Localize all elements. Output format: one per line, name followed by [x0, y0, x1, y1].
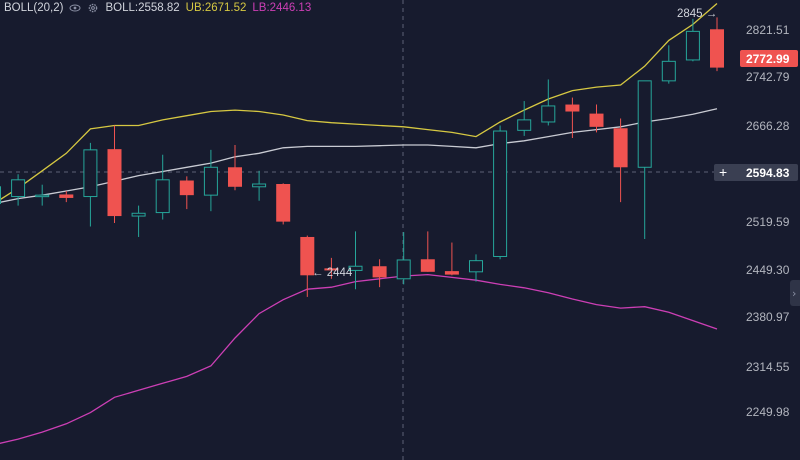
candle-body — [637, 80, 652, 168]
candle-body — [685, 30, 700, 61]
candle-body — [11, 179, 26, 198]
y-tick-label: 2519.59 — [746, 215, 790, 229]
boll-value: 2558.82 — [138, 2, 180, 14]
y-tick-label: 2666.28 — [746, 119, 790, 133]
candle — [613, 118, 628, 203]
candle-body — [469, 260, 483, 273]
boll-label: BOLL: — [105, 2, 139, 14]
candle-body — [107, 149, 122, 217]
candle — [179, 176, 194, 210]
candle-body — [444, 271, 459, 275]
candle — [59, 190, 74, 203]
gear-icon[interactable] — [87, 2, 99, 14]
candle-body — [541, 105, 556, 123]
lb-value: 2446.13 — [269, 2, 312, 14]
y-tick-label: 2380.97 — [746, 310, 790, 324]
y-tick-label: 2314.55 — [746, 360, 790, 374]
candle-body — [0, 186, 1, 205]
candle — [685, 18, 700, 62]
candle — [228, 144, 242, 191]
candle-body — [589, 113, 604, 127]
candle — [589, 104, 604, 133]
candle — [420, 231, 435, 272]
candle-body — [661, 60, 676, 82]
ub-value: 2671.52 — [204, 2, 247, 14]
candle — [396, 232, 411, 285]
lb-label: LB: — [252, 2, 270, 14]
chevron-right-icon[interactable]: › — [792, 287, 796, 300]
candle — [710, 17, 724, 72]
candle-body — [300, 236, 315, 276]
candle-body — [276, 184, 291, 222]
y-tick-label: 2742.79 — [746, 70, 790, 84]
candle-body — [228, 167, 242, 187]
candle-body — [493, 130, 508, 257]
candle-body — [35, 194, 50, 198]
candle — [565, 97, 580, 138]
scroll-handle[interactable]: › — [790, 280, 800, 306]
candle — [11, 174, 26, 206]
candle-body — [179, 180, 194, 196]
candle — [83, 142, 98, 227]
candle-body — [710, 29, 724, 68]
price-axis: 2821.51 2742.79 2666.28 2519.59 2449.30 … — [746, 23, 790, 419]
candle-body — [420, 259, 435, 272]
candle — [300, 235, 315, 297]
candle — [155, 154, 170, 220]
annotation-high: 2845 → — [677, 8, 717, 20]
y-tick-label: 2821.51 — [746, 23, 790, 37]
last-price-tag: 2772.99 — [740, 50, 798, 67]
last-price-label: 2772.99 — [746, 52, 790, 66]
indicator-legend: BOLL(20,2) BOLL:2558.82 UB:2671.52 LB:24… — [4, 0, 311, 16]
y-tick-label: 2449.30 — [746, 263, 790, 277]
candles — [0, 17, 724, 297]
candle — [493, 125, 508, 260]
crosshair-price-tag[interactable]: + 2594.83 — [714, 164, 798, 181]
candle — [661, 45, 676, 84]
candle-body — [613, 128, 628, 168]
candle-body — [131, 212, 146, 217]
candle-body — [252, 183, 267, 188]
candle-body — [83, 149, 98, 198]
candle — [131, 205, 146, 237]
candle-body — [348, 265, 363, 271]
candle — [469, 254, 483, 282]
y-tick-label: 2249.98 — [746, 405, 790, 419]
candle — [35, 184, 50, 206]
candle-body — [155, 179, 170, 214]
crosshair-plus-icon[interactable]: + — [719, 164, 727, 180]
candle — [0, 186, 1, 205]
candle-body — [517, 119, 532, 131]
candle-body — [396, 259, 411, 280]
candle — [348, 231, 363, 290]
candle — [637, 80, 652, 240]
candle-body — [324, 268, 339, 271]
candle-body — [59, 194, 74, 198]
candle — [541, 79, 556, 126]
candle — [517, 101, 532, 136]
ub-label: UB: — [185, 2, 205, 14]
candle — [444, 242, 459, 276]
crosshair-price-label: 2594.83 — [746, 166, 790, 180]
candle-body — [372, 266, 387, 278]
candle — [324, 257, 339, 279]
candle — [107, 125, 122, 224]
indicator-name: BOLL(20,2) — [4, 2, 64, 14]
candle — [203, 149, 218, 212]
candle — [252, 170, 267, 201]
candle — [276, 183, 291, 225]
candle — [372, 259, 387, 288]
eye-icon[interactable] — [69, 2, 81, 14]
candle-body — [203, 166, 218, 196]
candle-body — [565, 104, 580, 112]
annotation-low: ← 2444 — [312, 267, 353, 279]
